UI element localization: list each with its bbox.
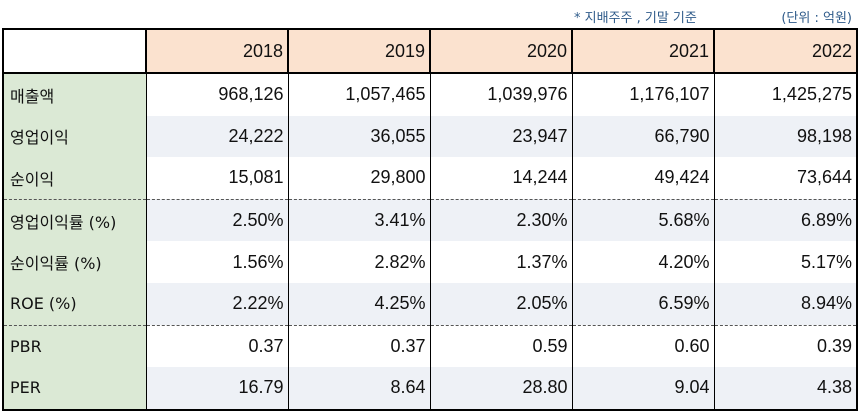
table-row: ROE (%) 2.22% 4.25% 2.05% 6.59% 8.94%: [2, 282, 858, 326]
table-cell: 0.37: [145, 324, 289, 368]
table-cell: 36,055: [287, 115, 431, 158]
table-cell: 2.22%: [145, 282, 289, 326]
corner-cell: [2, 28, 147, 74]
year-header: 2022: [713, 28, 858, 74]
table-cell: 5.17%: [713, 241, 858, 283]
table-cell: 1,425,275: [713, 72, 858, 116]
table-cell: 2.50%: [145, 198, 289, 242]
basis-note: * 지배주주 , 기말 기준: [574, 11, 697, 26]
table-row: 순이익률 (%) 1.56% 2.82% 1.37% 4.20% 5.17%: [2, 241, 858, 283]
table-cell: 29,800: [287, 157, 431, 200]
table-notes: * 지배주주 , 기말 기준 (단위 : 억원): [0, 0, 858, 28]
table-cell: 98,198: [713, 115, 858, 158]
table-cell: 1.56%: [145, 241, 289, 283]
table-cell: 1.37%: [429, 241, 573, 283]
table-cell: 14,244: [429, 157, 573, 200]
table-cell: 0.60: [571, 324, 715, 368]
table-cell: 6.59%: [571, 282, 715, 326]
row-label: 순이익: [2, 157, 147, 200]
table-cell: 73,644: [713, 157, 858, 200]
table-cell: 6.89%: [713, 198, 858, 242]
table-cell: 15,081: [145, 157, 289, 200]
table-cell: 8.64: [287, 367, 431, 411]
row-label: 영업이익률 (%): [2, 198, 147, 242]
table-cell: 4.20%: [571, 241, 715, 283]
table-cell: 24,222: [145, 115, 289, 158]
table-cell: 1,176,107: [571, 72, 715, 116]
table-row: PBR 0.37 0.37 0.59 0.60 0.39: [2, 324, 858, 368]
table-cell: 0.39: [713, 324, 858, 368]
table-cell: 2.82%: [287, 241, 431, 283]
table-row: 영업이익 24,222 36,055 23,947 66,790 98,198: [2, 115, 858, 158]
table-row: PER 16.79 8.64 28.80 9.04 4.38: [2, 367, 858, 411]
year-header: 2018: [145, 28, 289, 74]
table-row: 순이익 15,081 29,800 14,244 49,424 73,644: [2, 157, 858, 200]
table-cell: 0.59: [429, 324, 573, 368]
table-cell: 5.68%: [571, 198, 715, 242]
table-row: 매출액 968,126 1,057,465 1,039,976 1,176,10…: [2, 72, 858, 116]
table-cell: 49,424: [571, 157, 715, 200]
table-cell: 9.04: [571, 367, 715, 411]
table-cell: 28.80: [429, 367, 573, 411]
row-label: 순이익률 (%): [2, 241, 147, 283]
year-header: 2021: [571, 28, 715, 74]
table-cell: 968,126: [145, 72, 289, 116]
table-row: 영업이익률 (%) 2.50% 3.41% 2.30% 5.68% 6.89%: [2, 198, 858, 242]
table-cell: 2.30%: [429, 198, 573, 242]
year-header: 2019: [287, 28, 431, 74]
table-cell: 66,790: [571, 115, 715, 158]
unit-note: (단위 : 억원): [781, 11, 852, 26]
header-row: 2018 2019 2020 2021 2022: [2, 28, 858, 74]
year-header: 2020: [429, 28, 573, 74]
table-cell: 2.05%: [429, 282, 573, 326]
row-label: PBR: [2, 324, 147, 368]
row-label: PER: [2, 367, 147, 411]
table-cell: 1,057,465: [287, 72, 431, 116]
table-cell: 3.41%: [287, 198, 431, 242]
row-label: ROE (%): [2, 282, 147, 326]
table-cell: 4.38: [713, 367, 858, 411]
row-label: 매출액: [2, 72, 147, 116]
table-cell: 23,947: [429, 115, 573, 158]
table-cell: 8.94%: [713, 282, 858, 326]
table-cell: 1,039,976: [429, 72, 573, 116]
table-cell: 4.25%: [287, 282, 431, 326]
table-cell: 0.37: [287, 324, 431, 368]
row-label: 영업이익: [2, 115, 147, 158]
table-cell: 16.79: [145, 367, 289, 411]
financial-table: 2018 2019 2020 2021 2022 매출액 968,126 1,0…: [2, 28, 858, 411]
